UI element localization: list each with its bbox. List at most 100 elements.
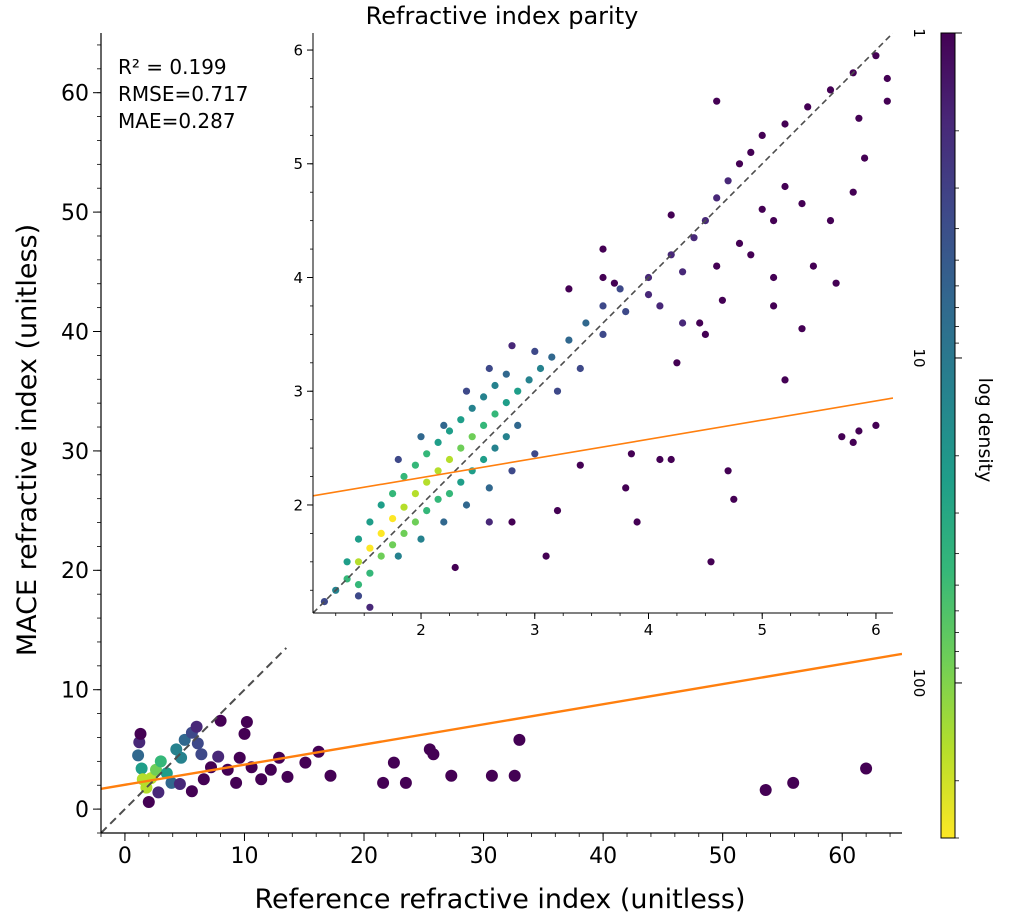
- colorbar-label: log density: [974, 378, 996, 483]
- inset-data-point: [445, 455, 454, 464]
- inset-data-point: [599, 302, 607, 310]
- inset-data-point: [536, 364, 545, 373]
- inset-data-point: [855, 427, 863, 435]
- inset-data-point: [502, 370, 510, 378]
- inset-data-point: [457, 416, 465, 424]
- inset-data-point: [718, 296, 727, 304]
- main-data-point: [238, 727, 251, 740]
- inset-data-point: [434, 438, 442, 446]
- main-data-point: [134, 727, 147, 740]
- inset-data-point: [849, 438, 857, 446]
- inset-data-point: [366, 603, 374, 611]
- main-data-point: [787, 776, 800, 789]
- inset-data-point: [713, 194, 721, 202]
- inset-data-point: [423, 507, 431, 515]
- inset-data-point: [491, 444, 499, 452]
- inset-data-point: [599, 330, 607, 338]
- inset-data-point: [679, 319, 687, 327]
- inset-data-point: [622, 484, 630, 492]
- inset-data-point: [690, 234, 698, 242]
- inset-data-point: [758, 205, 766, 213]
- inset-data-point: [713, 97, 721, 105]
- inset-data-point: [462, 501, 471, 509]
- main-x-tick-label: 60: [828, 844, 856, 869]
- inset-x-tick-label: 3: [530, 621, 540, 639]
- main-y-ticks: 0 10 20 30 40 50 60: [61, 44, 101, 834]
- inset-data-point: [411, 490, 419, 498]
- inset-axes: 2 3 4 5 6 2 3 4 5 6 Refractive index parity: [293, 2, 893, 639]
- colorbar-gradient: [940, 32, 956, 839]
- inset-x-tick-label: 4: [644, 621, 654, 639]
- main-y-axis-label: MACE refractive index (unitless): [12, 224, 43, 656]
- inset-data-point: [627, 450, 636, 458]
- inset-data-point: [377, 529, 385, 538]
- main-data-point: [281, 770, 294, 783]
- main-x-tick-label: 30: [470, 844, 498, 869]
- inset-data-point: [491, 381, 499, 390]
- inset-data-point: [622, 308, 630, 316]
- inset-point-layer: [320, 52, 891, 611]
- inset-data-point: [747, 251, 755, 259]
- inset-data-point: [423, 450, 431, 458]
- inset-y-tick-label: 6: [293, 41, 303, 59]
- colorbar-ticks: 1 10 100: [910, 28, 962, 839]
- inset-data-point: [354, 535, 363, 543]
- inset-data-point: [770, 273, 778, 282]
- main-data-point: [387, 756, 400, 769]
- inset-data-point: [855, 114, 863, 122]
- main-y-tick-label: 0: [75, 798, 89, 823]
- main-data-point: [324, 769, 337, 782]
- inset-data-point: [724, 177, 732, 185]
- main-point-layer: [132, 714, 873, 808]
- inset-data-point: [434, 467, 442, 475]
- inset-data-point: [400, 472, 408, 481]
- inset-data-point: [366, 544, 374, 552]
- inset-data-point: [553, 387, 562, 395]
- inset-data-point: [343, 558, 351, 566]
- inset-data-point: [872, 52, 880, 60]
- inset-data-point: [531, 450, 539, 458]
- inset-data-point: [480, 421, 488, 429]
- inset-y-tick-label: 2: [293, 496, 303, 514]
- main-data-point: [255, 773, 268, 786]
- inset-data-point: [781, 376, 789, 384]
- inset-data-point: [553, 507, 562, 515]
- inset-data-point: [400, 529, 408, 538]
- main-y-tick-label: 20: [61, 559, 89, 584]
- inset-data-point: [440, 518, 448, 526]
- inset-data-point: [417, 535, 425, 543]
- inset-data-point: [565, 285, 573, 293]
- inset-data-point: [724, 467, 732, 475]
- inset-data-point: [514, 387, 522, 395]
- main-y-tick-label: 60: [61, 82, 89, 107]
- inset-y-ticks: 2 3 4 5 6: [293, 41, 313, 591]
- inset-data-point: [485, 518, 493, 526]
- inset-data-point: [883, 97, 891, 105]
- inset-data-point: [417, 433, 425, 441]
- main-data-point: [230, 776, 243, 789]
- main-data-point: [240, 716, 253, 728]
- mae-stat: MAE=0.287: [118, 109, 236, 133]
- main-data-point: [427, 748, 440, 761]
- inset-data-point: [394, 552, 402, 560]
- inset-data-point: [599, 245, 607, 253]
- main-data-point: [233, 751, 246, 764]
- main-x-tick-label: 40: [589, 844, 617, 869]
- inset-data-point: [389, 490, 397, 498]
- inset-data-point: [502, 433, 510, 441]
- main-x-axis-label: Reference refractive index (unitless): [255, 884, 746, 915]
- inset-data-point: [366, 518, 374, 526]
- inset-data-point: [508, 342, 516, 350]
- inset-data-point: [457, 444, 465, 452]
- main-data-point: [132, 749, 145, 762]
- inset-data-point: [389, 541, 397, 549]
- inset-data-point: [508, 518, 516, 526]
- main-data-point: [190, 720, 203, 733]
- inset-data-point: [542, 552, 550, 560]
- main-data-point: [173, 778, 186, 790]
- inset-data-point: [457, 478, 465, 486]
- inset-data-point: [514, 421, 522, 429]
- inset-data-point: [826, 217, 835, 225]
- inset-x-tick-label: 2: [416, 621, 426, 639]
